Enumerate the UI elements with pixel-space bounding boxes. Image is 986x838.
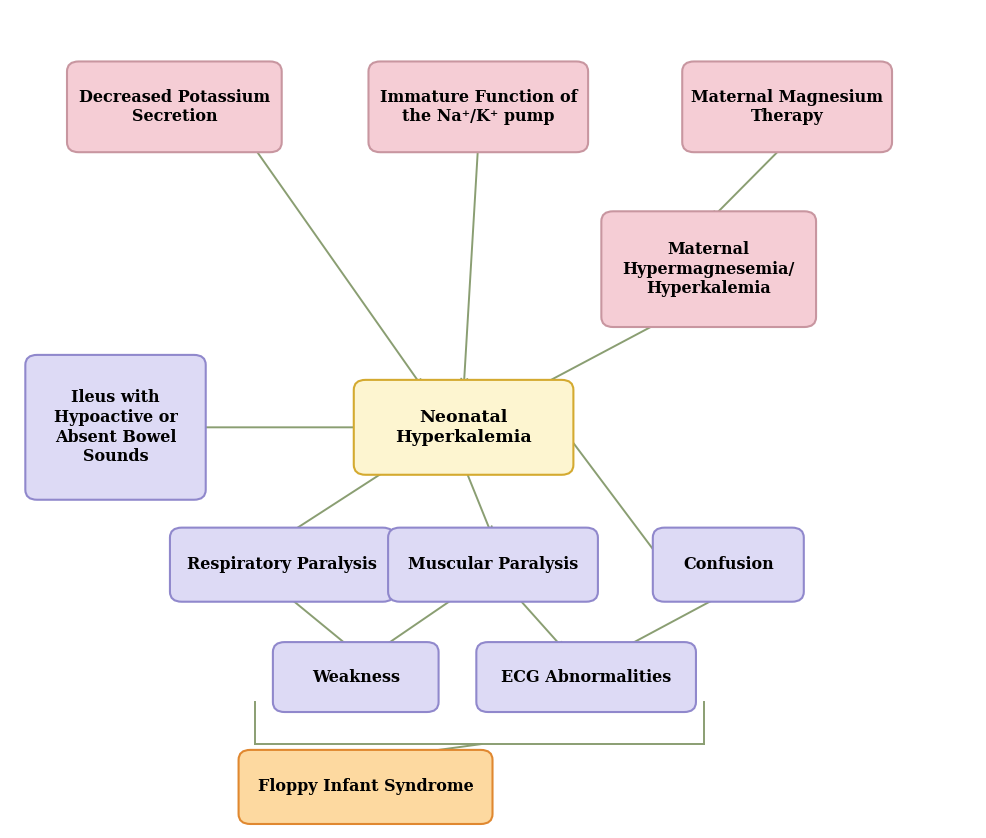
Text: Weakness: Weakness bbox=[312, 669, 399, 685]
FancyBboxPatch shape bbox=[26, 355, 206, 499]
Text: Maternal
Hypermagnesemia/
Hyperkalemia: Maternal Hypermagnesemia/ Hyperkalemia bbox=[622, 241, 795, 297]
FancyBboxPatch shape bbox=[239, 750, 493, 824]
Text: Respiratory Paralysis: Respiratory Paralysis bbox=[187, 556, 377, 573]
Text: Ileus with
Hypoactive or
Absent Bowel
Sounds: Ileus with Hypoactive or Absent Bowel So… bbox=[53, 390, 177, 465]
Text: Floppy Infant Syndrome: Floppy Infant Syndrome bbox=[257, 779, 473, 795]
FancyBboxPatch shape bbox=[682, 61, 892, 153]
Text: Confusion: Confusion bbox=[683, 556, 774, 573]
Text: ECG Abnormalities: ECG Abnormalities bbox=[501, 669, 671, 685]
Text: Decreased Potassium
Secretion: Decreased Potassium Secretion bbox=[79, 89, 270, 125]
FancyBboxPatch shape bbox=[369, 61, 588, 153]
Text: Muscular Paralysis: Muscular Paralysis bbox=[408, 556, 578, 573]
Text: Neonatal
Hyperkalemia: Neonatal Hyperkalemia bbox=[395, 409, 531, 446]
FancyBboxPatch shape bbox=[67, 61, 282, 153]
FancyBboxPatch shape bbox=[354, 380, 574, 475]
Text: Immature Function of
the Na⁺/K⁺ pump: Immature Function of the Na⁺/K⁺ pump bbox=[380, 89, 577, 125]
FancyBboxPatch shape bbox=[388, 528, 598, 602]
FancyBboxPatch shape bbox=[601, 211, 816, 327]
FancyBboxPatch shape bbox=[476, 642, 696, 712]
Text: Maternal Magnesium
Therapy: Maternal Magnesium Therapy bbox=[691, 89, 883, 125]
FancyBboxPatch shape bbox=[653, 528, 804, 602]
FancyBboxPatch shape bbox=[273, 642, 439, 712]
FancyBboxPatch shape bbox=[170, 528, 394, 602]
